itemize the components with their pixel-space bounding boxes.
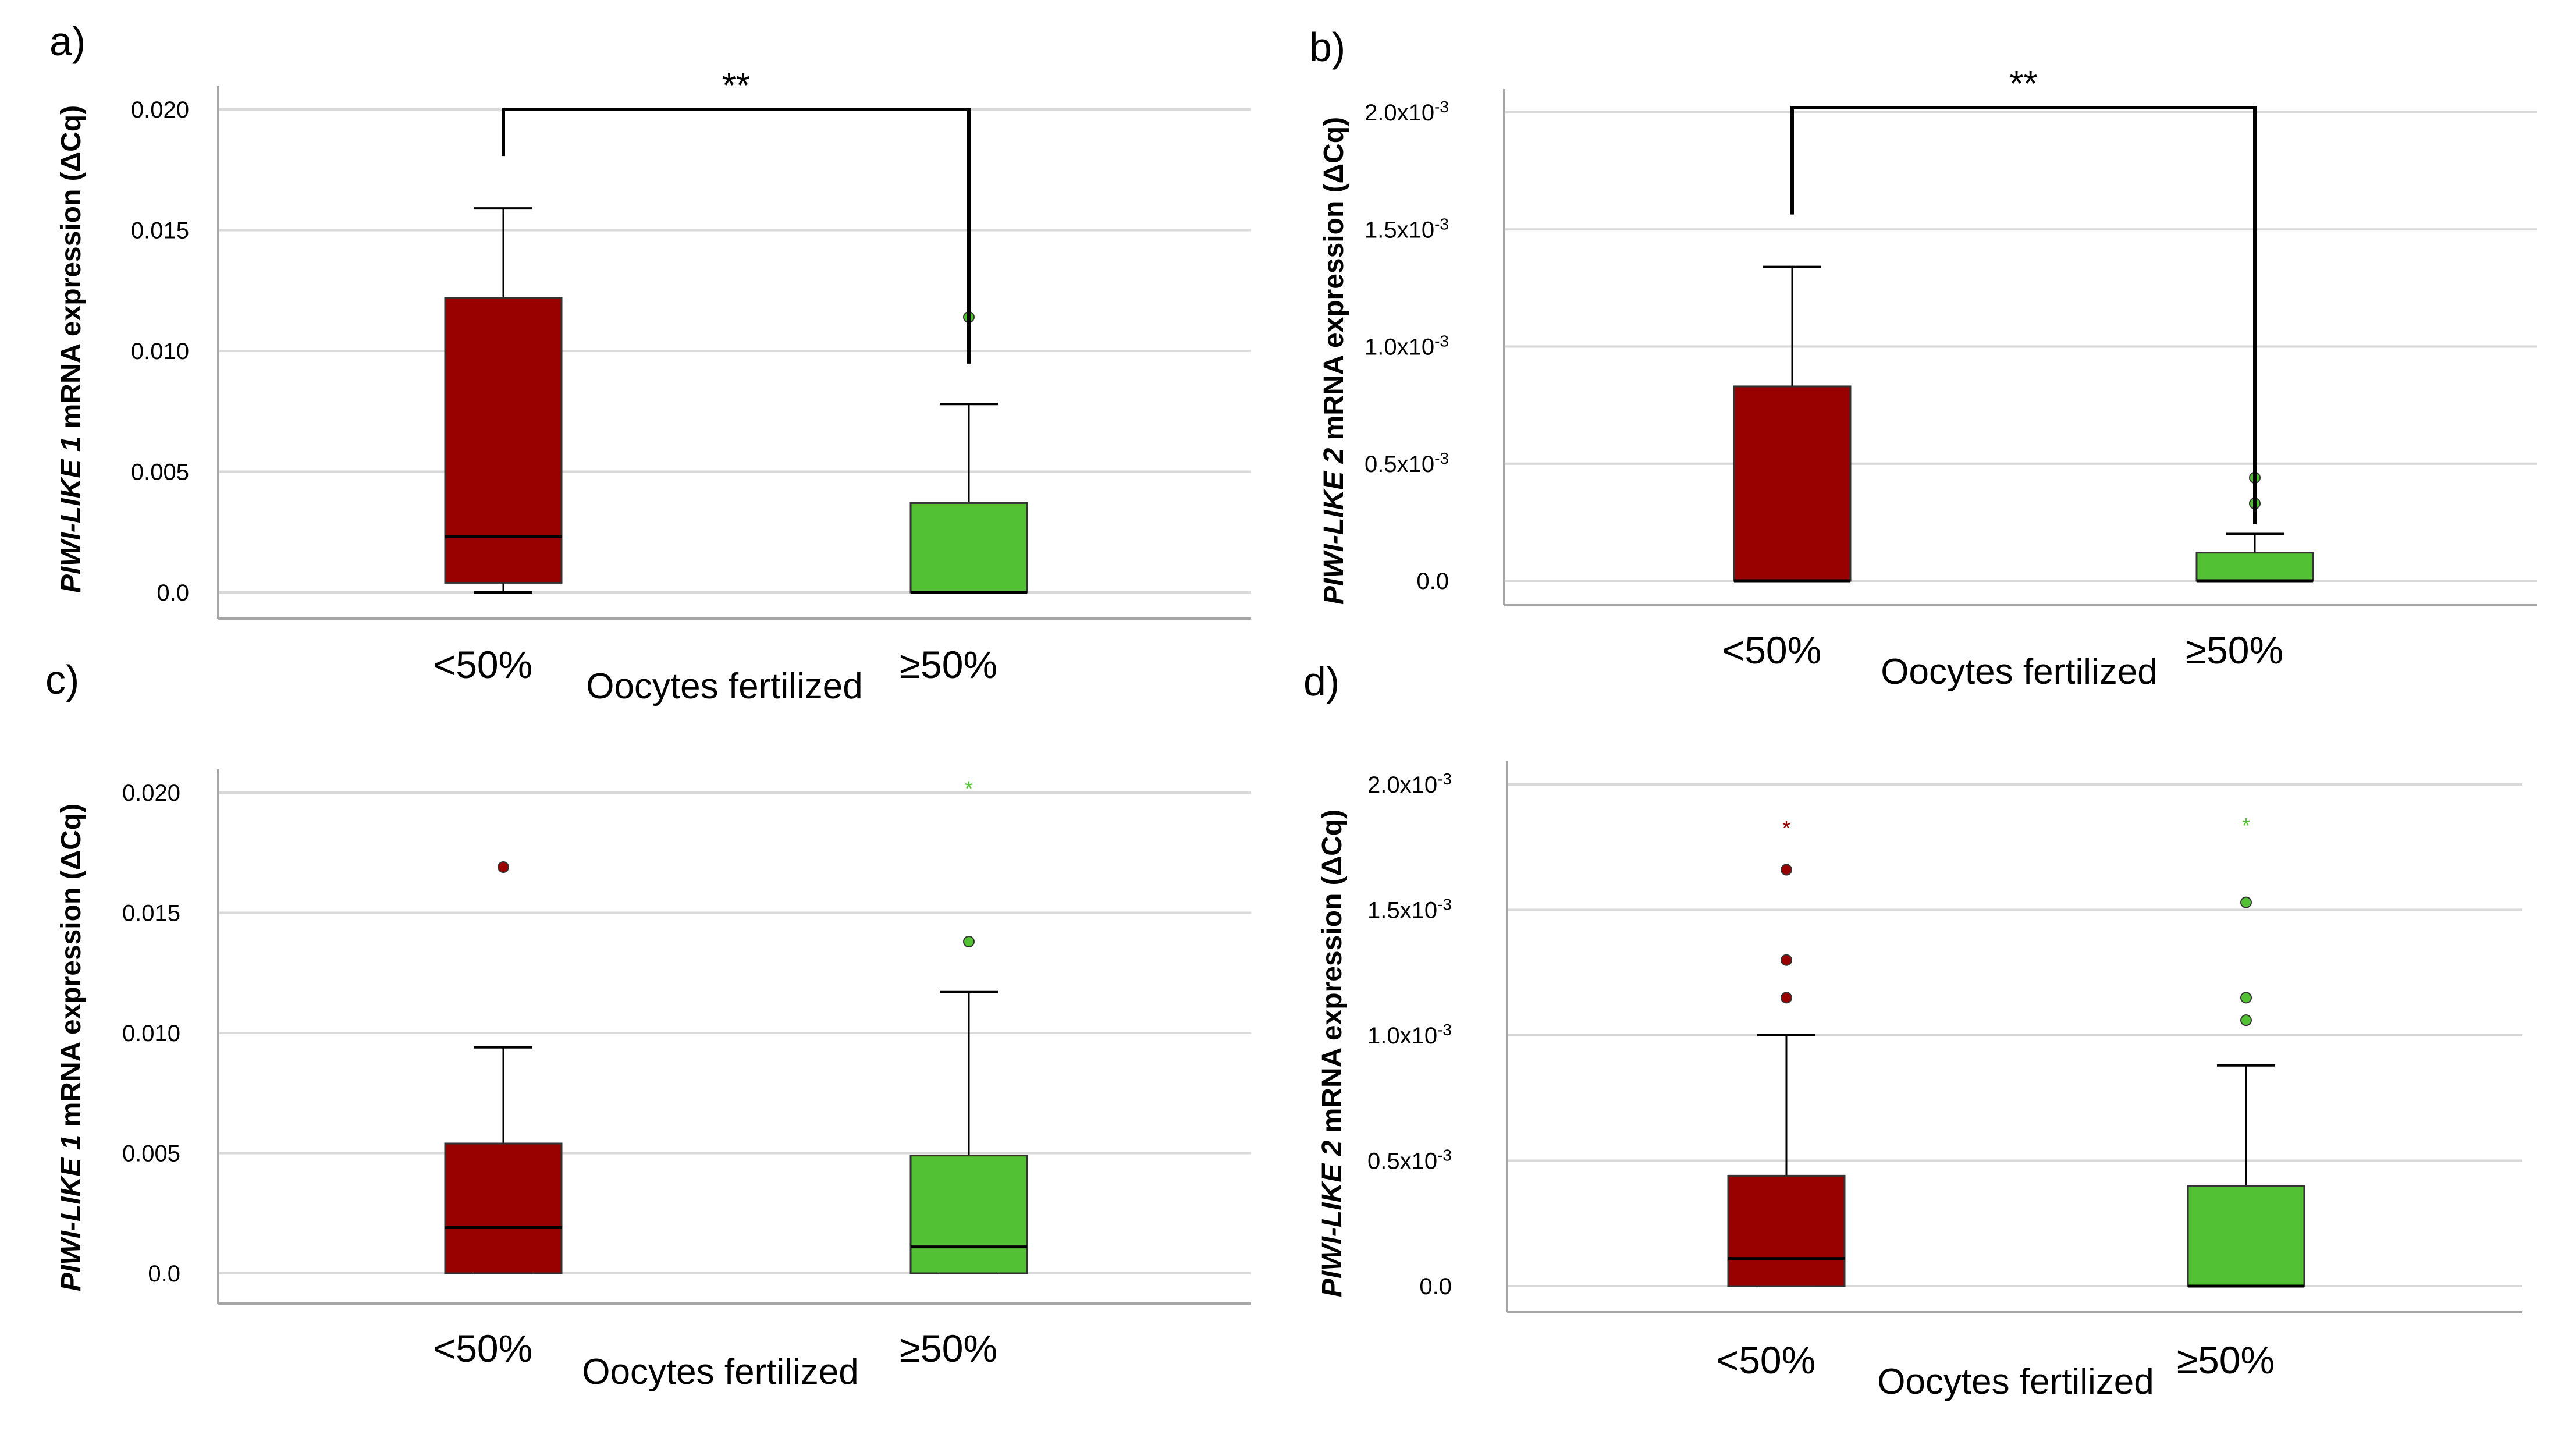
y-axis-label: PIWI-LIKE 2 mRNA expression (ΔCq): [1319, 117, 1349, 605]
y-tick-label: 0.0: [1416, 569, 1449, 594]
x-category-label: <50%: [434, 1327, 533, 1370]
panel-letter: d): [1303, 659, 1339, 704]
outlier-point: [2240, 1014, 2252, 1027]
y-tick-label: 0.0: [148, 1261, 180, 1287]
significance-label: **: [2009, 64, 2037, 104]
extreme-point: *: [2242, 814, 2250, 837]
extreme-point: *: [1782, 816, 1790, 840]
y-tick-label: 0.0: [1419, 1274, 1452, 1299]
y-axis-label: PIWI-LIKE 1 mRNA expression (ΔCq): [56, 804, 87, 1291]
y-tick-label: 0.5x10-3: [1367, 1146, 1452, 1174]
chart-panel-2: 0.0 0.5x10-3 1.0x10-3 1.5x10-3 2.0x10-3 <50% ≥…: [1309, 24, 2537, 692]
y-tick-label: 0.005: [122, 1141, 180, 1167]
panel-letter: b): [1309, 24, 1345, 70]
y-tick-label: 0.005: [131, 460, 189, 485]
box-1: [909, 1155, 1028, 1274]
y-tick-label: 1.5x10-3: [1367, 896, 1452, 924]
panel-letter: c): [45, 657, 79, 702]
outlier-point: [963, 936, 975, 948]
chart-panel-4: 0.0 0.5x10-3 1.0x10-3 1.5x10-3 2.0x10-3 * <50%…: [1303, 659, 2522, 1402]
extreme-point: *: [965, 777, 973, 801]
x-category-label: ≥50%: [2186, 628, 2283, 672]
y-tick-label: 0.010: [131, 339, 189, 364]
x-axis-label: Oocytes fertilized: [1877, 1362, 2154, 1402]
y-tick-label: 0.015: [122, 901, 180, 926]
y-axis-label: PIWI-LIKE 1 mRNA expression (ΔCq): [56, 105, 87, 593]
y-tick-label: 0.0: [157, 580, 189, 606]
y-axis-label: PIWI-LIKE 2 mRNA expression (ΔCq): [1317, 809, 1348, 1297]
y-tick-label: 0.020: [131, 97, 189, 123]
x-axis-label: Oocytes fertilized: [582, 1352, 859, 1392]
box-1: [909, 502, 1028, 594]
x-category-label: ≥50%: [900, 1327, 997, 1370]
outlier-point: [1781, 992, 1792, 1004]
x-category-label: ≥50%: [2177, 1338, 2275, 1382]
box-0: [444, 297, 563, 584]
x-axis-label: Oocytes fertilized: [1881, 652, 2158, 692]
x-category-label: <50%: [1717, 1338, 1816, 1382]
y-tick-label: 1.0x10-3: [1365, 332, 1449, 360]
box-1: [2187, 1185, 2305, 1287]
y-tick-label: 1.5x10-3: [1365, 215, 1449, 243]
y-tick-label: 0.015: [131, 218, 189, 244]
y-tick-label: 0.5x10-3: [1365, 449, 1449, 477]
x-axis-label: Oocytes fertilized: [586, 666, 863, 706]
y-tick-label: 1.0x10-3: [1367, 1021, 1452, 1049]
outlier-point: [1781, 864, 1792, 876]
chart-panel-3: 0.0 0.005 0.010 0.015 0.020 <50% * ≥50% c) PIWI-L…: [45, 657, 1251, 1392]
x-category-label: <50%: [1722, 628, 1822, 672]
y-tick-label: 2.0x10-3: [1365, 98, 1449, 126]
box-0: [444, 1142, 563, 1274]
box-1: [2195, 552, 2314, 582]
significance-bracket: [1790, 106, 2257, 524]
box-0: [1733, 385, 1852, 582]
outlier-point: [1781, 954, 1792, 966]
significance-bracket: [502, 108, 971, 364]
y-tick-label: 0.010: [122, 1021, 180, 1046]
outlier-point: [2240, 896, 2252, 908]
y-tick-label: 0.020: [122, 780, 180, 806]
box-0: [1727, 1174, 1846, 1287]
outlier-point: [498, 861, 509, 873]
significance-label: **: [722, 66, 750, 106]
x-category-label: ≥50%: [900, 643, 997, 686]
y-tick-label: 2.0x10-3: [1367, 770, 1452, 798]
chart-panel-1: 0.0 0.005 0.010 0.015 0.020 <50% ≥50% ** a) PIWI-…: [49, 19, 1251, 706]
panel-letter: a): [49, 19, 86, 64]
outlier-point: [2240, 992, 2252, 1004]
x-category-label: <50%: [434, 643, 533, 686]
